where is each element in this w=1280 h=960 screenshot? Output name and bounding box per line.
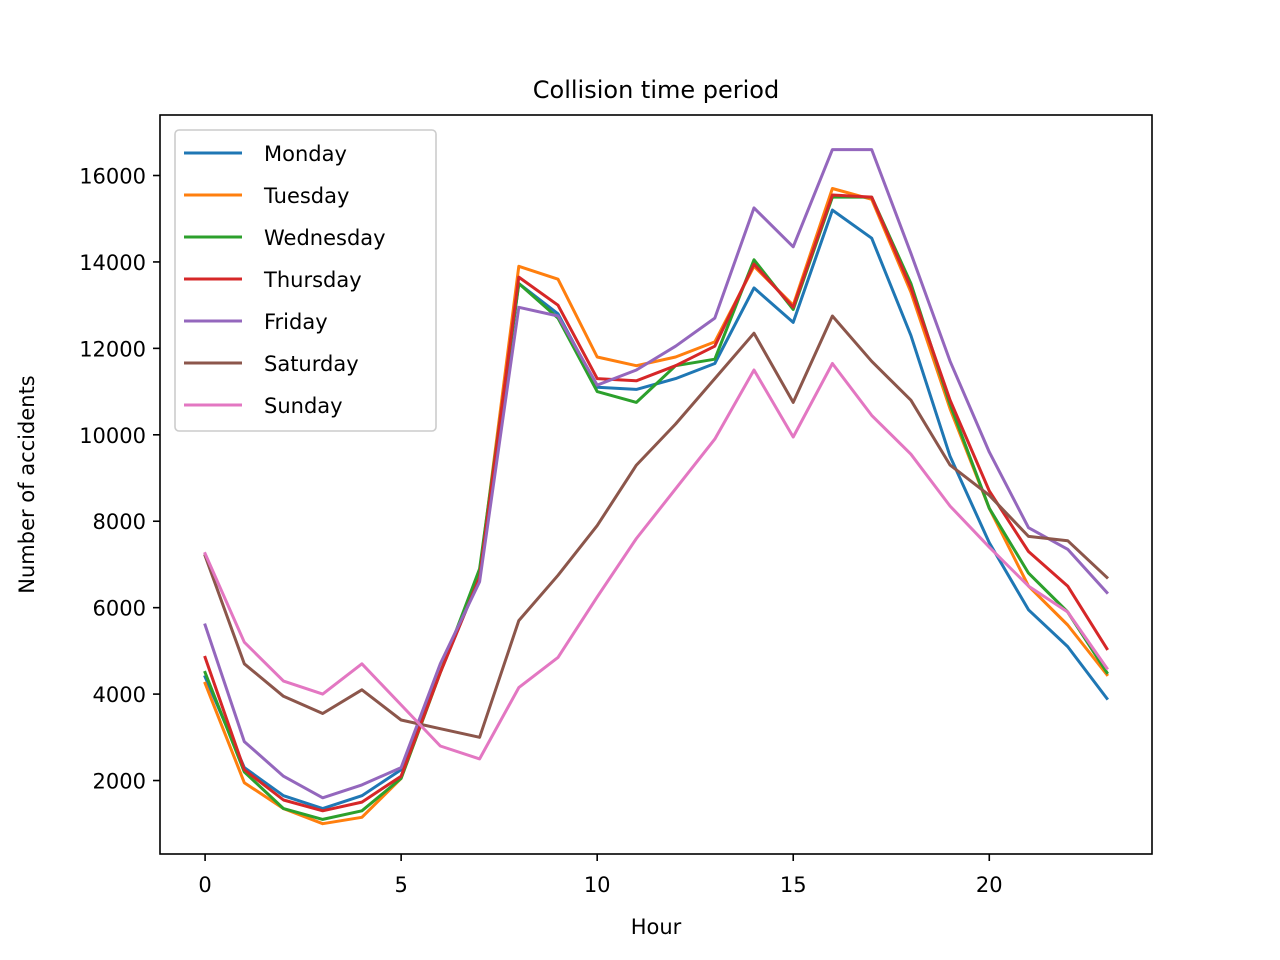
legend-label-sunday: Sunday	[264, 394, 343, 418]
y-tick-label: 8000	[93, 510, 146, 534]
x-tick-label: 15	[780, 873, 807, 897]
y-tick-label: 10000	[79, 424, 146, 448]
series-line-thursday	[203, 193, 1109, 813]
x-tick-label: 5	[394, 873, 407, 897]
axes-layer: 0 5 10 15 20 2000 4000 6000 8000 10000 12000 14000 1…	[79, 165, 1002, 897]
legend-label-saturday: Saturday	[264, 352, 359, 376]
legend-label-thursday: Thursday	[263, 268, 362, 292]
chart-title: Collision time period	[533, 76, 779, 104]
series-line-friday	[203, 148, 1110, 800]
x-tick-label: 10	[584, 873, 611, 897]
x-tick-label: 20	[976, 873, 1003, 897]
y-tick-label: 16000	[79, 165, 146, 189]
y-tick-label: 4000	[93, 683, 146, 707]
series-line-sunday	[203, 362, 1109, 761]
x-tick-label: 0	[198, 873, 211, 897]
x-axis-label: Hour	[631, 915, 682, 939]
legend: Monday Tuesday Wednesday Thursday Friday Satu…	[174, 129, 437, 432]
legend-box	[174, 129, 437, 432]
legend-label-tuesday: Tuesday	[263, 184, 349, 208]
plot-frame	[159, 114, 1153, 855]
y-tick-label: 14000	[79, 251, 146, 275]
y-tick-label: 12000	[79, 337, 146, 361]
y-axis-label: Number of accidents	[15, 375, 39, 593]
legend-label-friday: Friday	[264, 310, 328, 334]
series-line-wednesday	[203, 195, 1109, 821]
legend-label-wednesday: Wednesday	[264, 226, 386, 250]
series-line-saturday	[203, 314, 1110, 739]
legend-label-monday: Monday	[264, 142, 347, 166]
y-tick-label: 2000	[93, 770, 146, 794]
y-tick-label: 6000	[93, 597, 146, 621]
series-layer	[203, 148, 1110, 826]
